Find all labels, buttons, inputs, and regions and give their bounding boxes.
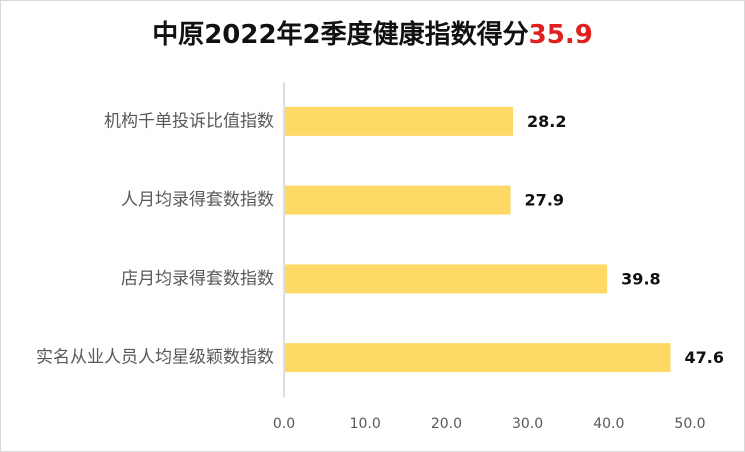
data-label: 27.9 (525, 191, 564, 210)
category-label: 人月均录得套数指数 (121, 190, 274, 210)
x-tick-label: 20.0 (431, 416, 462, 432)
category-label: 店月均录得套数指数 (121, 269, 274, 289)
category-label: 机构千单投诉比值指数 (104, 111, 274, 131)
x-tick-label: 0.0 (273, 416, 295, 432)
data-label: 28.2 (527, 112, 566, 131)
bar (285, 185, 511, 215)
x-tick-label: 50.0 (674, 416, 705, 432)
x-tick-label: 30.0 (512, 416, 543, 432)
bar (285, 343, 671, 373)
bar (285, 264, 608, 294)
chart-title-score: 35.9 (528, 20, 593, 50)
x-tick-label: 10.0 (350, 416, 381, 432)
data-label: 39.8 (621, 269, 660, 288)
bar (285, 106, 513, 136)
data-label: 47.6 (685, 348, 724, 367)
chart-title: 中原2022年2季度健康指数得分35.9 (0, 14, 745, 51)
chart-title-text: 中原2022年2季度健康指数得分 (152, 20, 529, 50)
category-label: 实名从业人员人均星级颖数指数 (36, 348, 274, 368)
x-tick-label: 40.0 (593, 416, 624, 432)
